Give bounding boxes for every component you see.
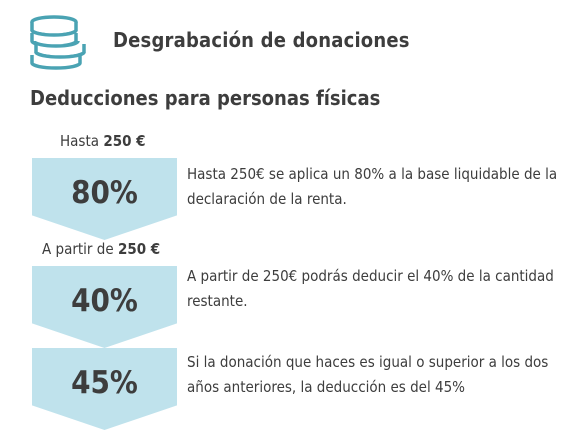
page-title: Desgrabación de donaciones [113, 28, 410, 52]
section-subtitle: Deducciones para personas físicas [30, 86, 381, 110]
row-1-label-amount: 250 € [103, 132, 146, 150]
row-2-label-amount: 250 € [117, 240, 161, 258]
row-1-label-prefix: Hasta [60, 132, 100, 150]
row-2-chevron: 40% [32, 266, 177, 348]
row-2-label: A partir de 250 € [42, 240, 160, 258]
row-2-description: A partir de 250€ podrás deducir el 40% d… [187, 267, 554, 310]
row-3-chevron: 45% [32, 348, 177, 430]
row-1-chevron: 80% [32, 158, 177, 240]
row-1-description: Hasta 250€ se aplica un 80% a la base li… [187, 165, 558, 208]
row-2-percent: 40% [71, 283, 138, 319]
row-2-label-prefix: A partir de [42, 240, 114, 258]
coins-stack-icon [30, 15, 86, 70]
row-3-percent: 45% [71, 365, 138, 401]
row-3-description: Si la donación que haces es igual o supe… [187, 353, 549, 396]
row-1-percent: 80% [71, 175, 138, 211]
row-1-label: Hasta 250 € [60, 132, 146, 150]
